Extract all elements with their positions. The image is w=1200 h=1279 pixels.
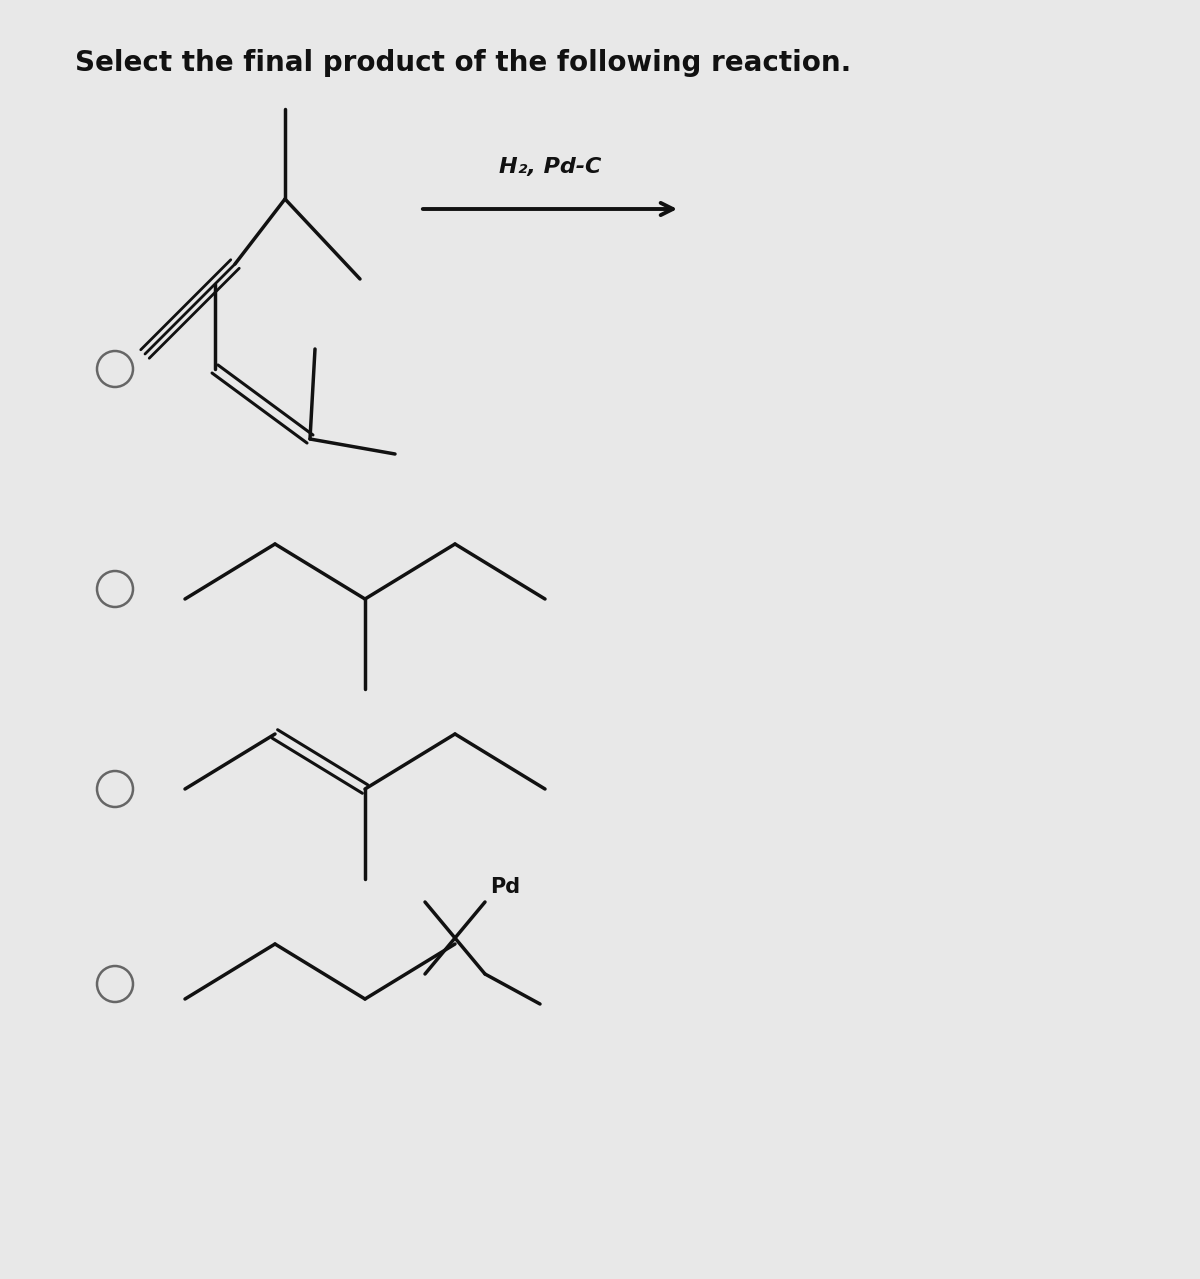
Text: H₂, Pd-C: H₂, Pd-C [499,157,601,177]
Text: Pd: Pd [490,877,520,897]
Text: Select the final product of the following reaction.: Select the final product of the followin… [74,49,851,77]
